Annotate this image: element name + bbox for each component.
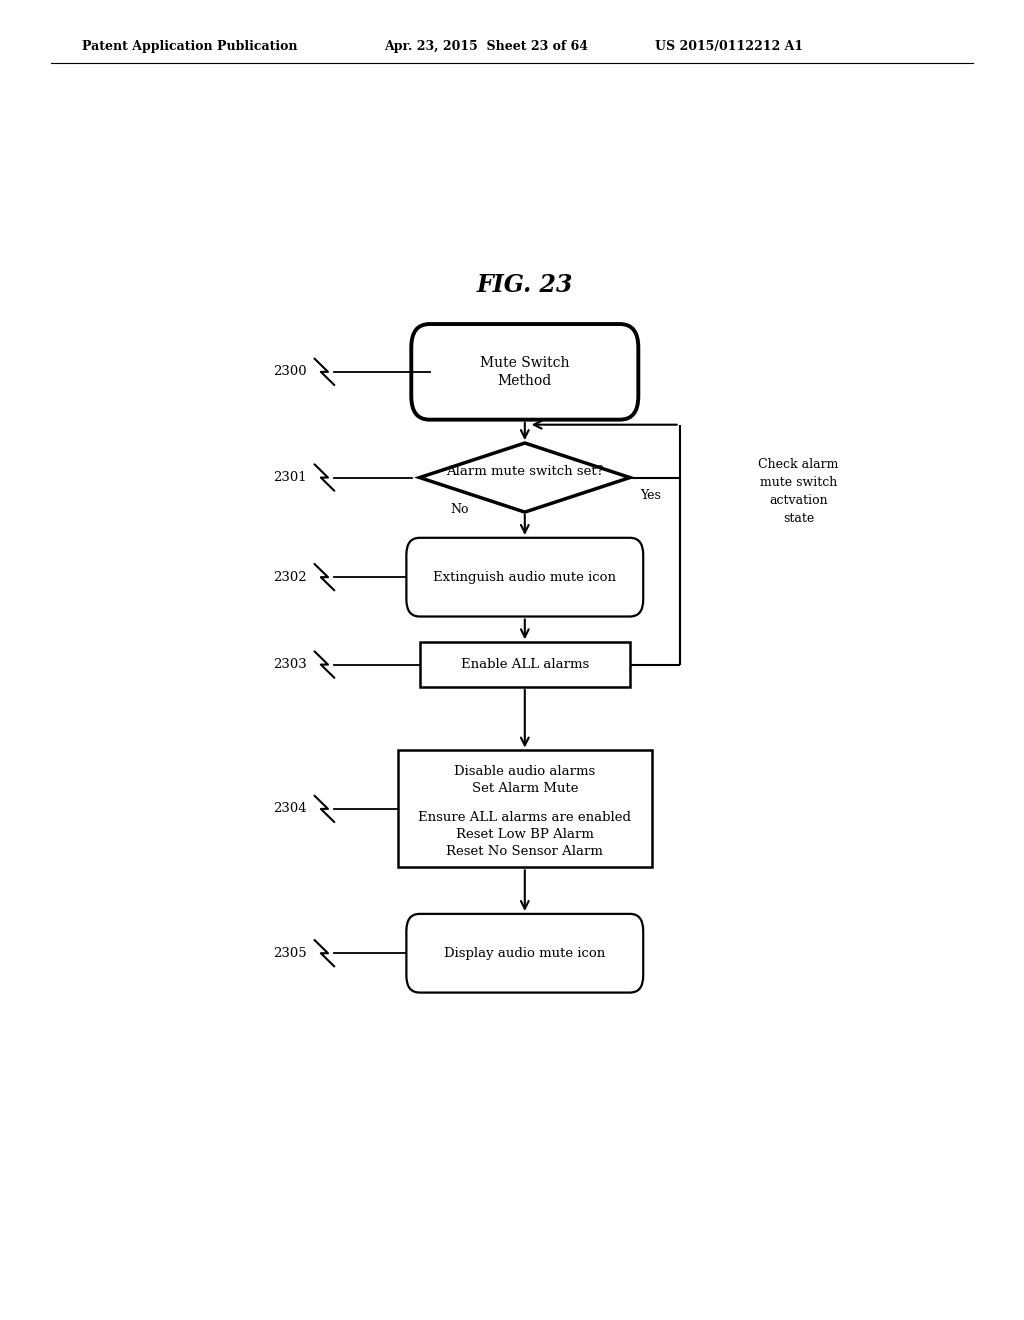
Text: 2301: 2301 — [273, 471, 306, 484]
Text: Apr. 23, 2015  Sheet 23 of 64: Apr. 23, 2015 Sheet 23 of 64 — [384, 40, 588, 53]
Text: Check alarm
mute switch
actvation
state: Check alarm mute switch actvation state — [759, 458, 839, 525]
Text: Enable ALL alarms: Enable ALL alarms — [461, 659, 589, 671]
Polygon shape — [420, 444, 630, 512]
Text: Yes: Yes — [640, 490, 660, 503]
Text: 2304: 2304 — [273, 803, 306, 816]
Bar — [397, 751, 651, 867]
Text: 2302: 2302 — [273, 570, 306, 583]
FancyBboxPatch shape — [407, 537, 643, 616]
Text: Disable audio alarms
Set Alarm Mute: Disable audio alarms Set Alarm Mute — [455, 766, 595, 796]
Text: Mute Switch
Method: Mute Switch Method — [480, 355, 569, 388]
Text: Patent Application Publication: Patent Application Publication — [82, 40, 297, 53]
Text: Ensure ALL alarms are enabled
Reset Low BP Alarm
Reset No Sensor Alarm: Ensure ALL alarms are enabled Reset Low … — [418, 810, 632, 858]
Text: 2300: 2300 — [273, 366, 306, 379]
Text: 2303: 2303 — [272, 659, 306, 671]
Text: Extinguish audio mute icon: Extinguish audio mute icon — [433, 570, 616, 583]
Text: Alarm mute switch set?: Alarm mute switch set? — [445, 465, 604, 478]
Text: US 2015/0112212 A1: US 2015/0112212 A1 — [655, 40, 804, 53]
Text: No: No — [451, 503, 469, 516]
Bar — [420, 643, 630, 686]
Text: FIG. 23: FIG. 23 — [476, 273, 573, 297]
FancyBboxPatch shape — [407, 913, 643, 993]
FancyBboxPatch shape — [412, 323, 638, 420]
Text: 2305: 2305 — [273, 946, 306, 960]
Text: Display audio mute icon: Display audio mute icon — [444, 946, 605, 960]
